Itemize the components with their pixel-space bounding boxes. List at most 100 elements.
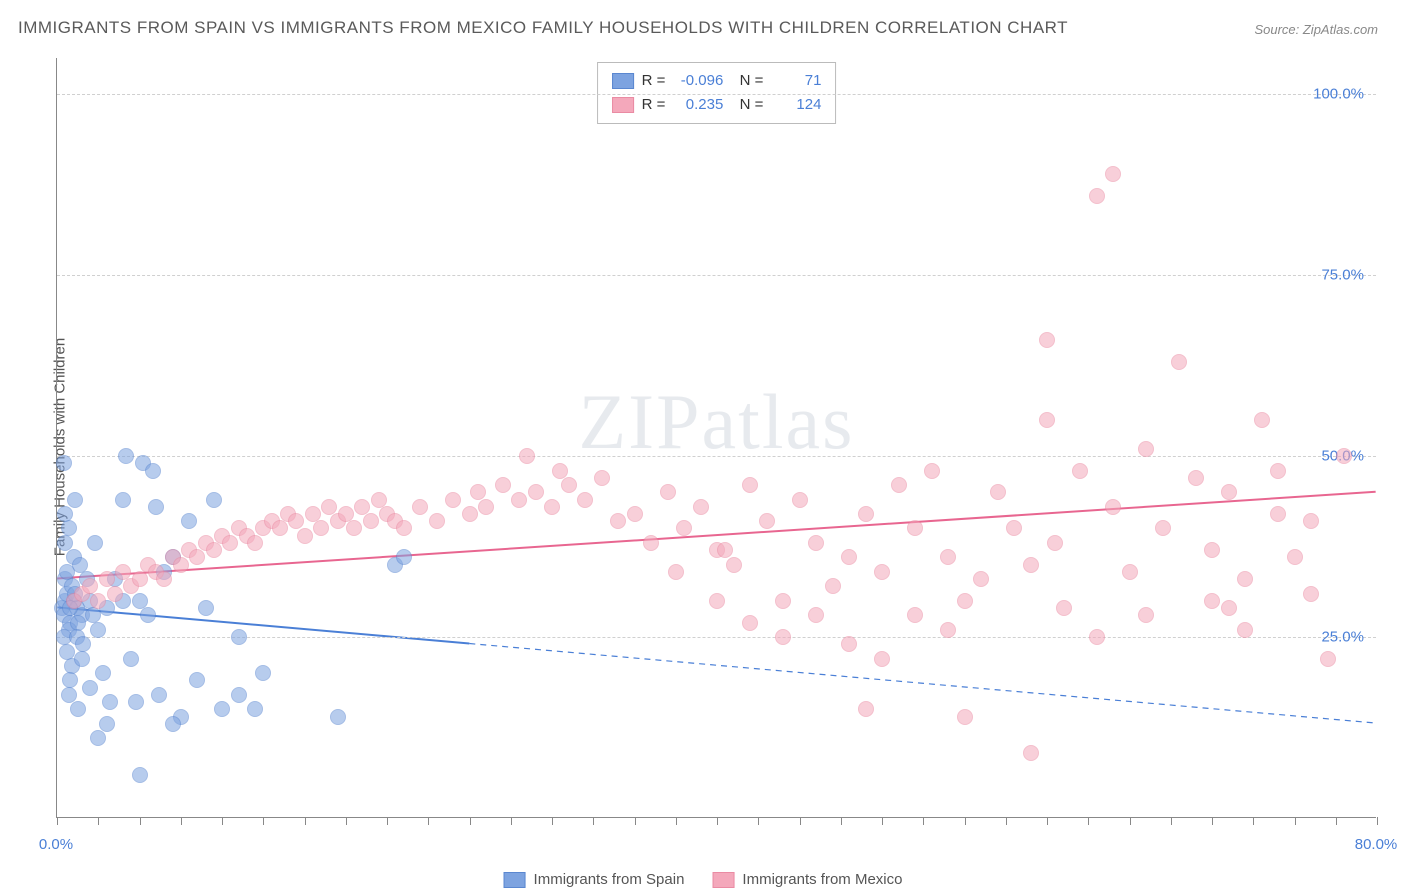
chart-container: Family Households with Children ZIPatlas… bbox=[48, 58, 1388, 836]
data-point bbox=[1237, 571, 1253, 587]
data-point bbox=[148, 499, 164, 515]
data-point bbox=[495, 477, 511, 493]
data-point bbox=[156, 571, 172, 587]
x-tick bbox=[1295, 817, 1296, 825]
data-point bbox=[907, 607, 923, 623]
watermark-light: atlas bbox=[702, 378, 855, 465]
legend-n-value: 71 bbox=[771, 69, 821, 93]
data-point bbox=[742, 615, 758, 631]
legend-r-label: R = bbox=[642, 93, 666, 117]
legend-r-value: 0.235 bbox=[673, 93, 723, 117]
data-point bbox=[808, 535, 824, 551]
data-point bbox=[288, 513, 304, 529]
data-point bbox=[99, 716, 115, 732]
data-point bbox=[67, 492, 83, 508]
data-point bbox=[132, 571, 148, 587]
data-point bbox=[1320, 651, 1336, 667]
gridline bbox=[57, 456, 1376, 457]
data-point bbox=[759, 513, 775, 529]
x-tick bbox=[676, 817, 677, 825]
data-point bbox=[206, 542, 222, 558]
x-tick bbox=[387, 817, 388, 825]
data-point bbox=[297, 528, 313, 544]
x-tick bbox=[635, 817, 636, 825]
data-point bbox=[123, 651, 139, 667]
x-tick bbox=[57, 817, 58, 825]
data-point bbox=[660, 484, 676, 500]
data-point bbox=[478, 499, 494, 515]
data-point bbox=[841, 636, 857, 652]
data-point bbox=[858, 506, 874, 522]
data-point bbox=[247, 701, 263, 717]
data-point bbox=[1204, 542, 1220, 558]
legend-swatch bbox=[712, 872, 734, 888]
data-point bbox=[445, 492, 461, 508]
data-point bbox=[115, 492, 131, 508]
data-point bbox=[412, 499, 428, 515]
data-point bbox=[511, 492, 527, 508]
data-point bbox=[82, 578, 98, 594]
x-tick bbox=[1212, 817, 1213, 825]
data-point bbox=[1188, 470, 1204, 486]
legend-item: Immigrants from Spain bbox=[504, 871, 685, 888]
data-point bbox=[1303, 513, 1319, 529]
data-point bbox=[74, 651, 90, 667]
data-point bbox=[90, 593, 106, 609]
data-point bbox=[1039, 412, 1055, 428]
data-point bbox=[610, 513, 626, 529]
data-point bbox=[1221, 484, 1237, 500]
data-point bbox=[61, 520, 77, 536]
data-point bbox=[396, 549, 412, 565]
data-point bbox=[1171, 354, 1187, 370]
data-point bbox=[940, 549, 956, 565]
legend-swatch bbox=[612, 97, 634, 113]
data-point bbox=[132, 767, 148, 783]
source-attribution: Source: ZipAtlas.com bbox=[1254, 22, 1378, 37]
data-point bbox=[792, 492, 808, 508]
data-point bbox=[371, 492, 387, 508]
x-tick bbox=[511, 817, 512, 825]
x-tick bbox=[1253, 817, 1254, 825]
data-point bbox=[627, 506, 643, 522]
data-point bbox=[99, 571, 115, 587]
data-point bbox=[841, 549, 857, 565]
y-tick-label: 75.0% bbox=[1321, 267, 1364, 284]
x-tick bbox=[470, 817, 471, 825]
x-tick bbox=[140, 817, 141, 825]
correlation-legend: R = -0.096 N = 71R = 0.235 N = 124 bbox=[597, 62, 837, 124]
data-point bbox=[189, 549, 205, 565]
legend-row: R = 0.235 N = 124 bbox=[612, 93, 822, 117]
x-tick bbox=[841, 817, 842, 825]
data-point bbox=[1303, 586, 1319, 602]
data-point bbox=[72, 557, 88, 573]
x-tick-label: 80.0% bbox=[1355, 836, 1398, 853]
data-point bbox=[57, 535, 73, 551]
data-point bbox=[429, 513, 445, 529]
data-point bbox=[726, 557, 742, 573]
data-point bbox=[742, 477, 758, 493]
data-point bbox=[891, 477, 907, 493]
data-point bbox=[313, 520, 329, 536]
legend-swatch bbox=[504, 872, 526, 888]
data-point bbox=[1221, 600, 1237, 616]
data-point bbox=[1105, 499, 1121, 515]
data-point bbox=[709, 593, 725, 609]
data-point bbox=[1006, 520, 1022, 536]
data-point bbox=[338, 506, 354, 522]
gridline bbox=[57, 94, 1376, 95]
data-point bbox=[808, 607, 824, 623]
legend-swatch bbox=[612, 73, 634, 89]
data-point bbox=[305, 506, 321, 522]
data-point bbox=[594, 470, 610, 486]
data-point bbox=[151, 687, 167, 703]
data-point bbox=[940, 622, 956, 638]
data-point bbox=[82, 680, 98, 696]
data-point bbox=[321, 499, 337, 515]
data-point bbox=[1237, 622, 1253, 638]
x-tick bbox=[346, 817, 347, 825]
x-tick bbox=[717, 817, 718, 825]
data-point bbox=[70, 615, 86, 631]
legend-n-value: 124 bbox=[771, 93, 821, 117]
x-tick bbox=[1047, 817, 1048, 825]
data-point bbox=[173, 557, 189, 573]
